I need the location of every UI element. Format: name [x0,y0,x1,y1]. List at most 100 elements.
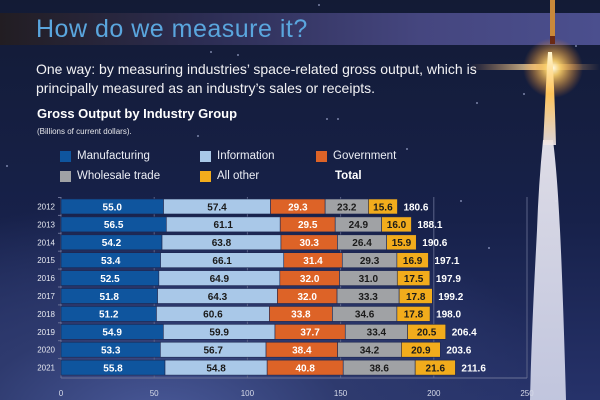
legend-swatch-wholesale-trade [60,170,71,182]
bar-value-label: 23.2 [337,202,357,213]
x-tick-label: 150 [334,389,348,398]
bar-value-label: 64.3 [208,292,228,303]
y-category-label: 2016 [37,274,55,283]
legend-label: Government [333,150,397,162]
bar-total-label: 180.6 [403,202,428,213]
rocket-exhaust-smoke [530,140,566,400]
bar-value-label: 29.3 [360,256,380,267]
y-category-label: 2013 [37,220,55,229]
bar-value-label: 32.0 [298,292,318,303]
bar-value-label: 24.9 [349,220,369,231]
legend-swatch-manufacturing [60,150,71,162]
bar-value-label: 40.8 [295,363,315,374]
bar-value-label: 17.8 [406,292,426,303]
bar-value-label: 60.6 [203,310,223,321]
chart-title: Gross Output by Industry Group [37,106,238,121]
bar-value-label: 51.2 [99,310,119,321]
bar-total-label: 206.4 [452,328,477,339]
y-category-label: 2017 [37,292,55,301]
bar-value-label: 54.9 [102,328,122,339]
bar-value-label: 33.3 [358,292,378,303]
legend-swatch-all-other [200,170,211,182]
y-category-label: 2018 [37,310,55,319]
legend-item-manufacturing: Manufacturing [60,150,150,162]
legend-label: Information [217,150,275,162]
legend-label: All other [217,170,260,182]
bar-value-label: 37.7 [300,328,320,339]
legend-item-wholesale-trade: Wholesale trade [60,170,160,182]
star-decoration [58,70,60,72]
bar-total-label: 197.9 [436,274,461,285]
bar-segment-all-other [414,359,456,376]
bar-value-label: 29.3 [288,202,308,213]
star-decoration [575,45,577,47]
rocket-nozzle [550,36,555,44]
page-title: How do we measure it? [36,15,308,43]
legend-swatch-information [200,150,211,162]
bar-total-label: 199.2 [438,292,463,303]
x-tick-label: 0 [59,389,64,398]
star-decoration [326,118,328,120]
x-tick-label: 250 [520,389,534,398]
x-tick-label: 50 [150,389,159,398]
bar-value-label: 54.2 [102,238,122,249]
star-decoration [318,4,320,6]
bar-value-label: 33.8 [291,310,311,321]
bar-value-label: 56.7 [203,346,223,357]
bar-total-label: 211.6 [461,363,486,374]
bar-value-label: 31.0 [359,274,379,285]
rocket-body [550,0,555,44]
bar-value-label: 53.3 [101,346,121,357]
bar-segment-all-other [368,198,398,215]
star-decoration [237,54,239,56]
bar-value-label: 52.5 [100,274,120,285]
rocket-flame [543,52,556,145]
star-decoration [476,102,478,104]
legend-swatch-government [316,150,327,162]
star-decoration [197,135,199,137]
bar-total-label: 203.6 [446,346,471,357]
star-decoration [337,118,339,120]
legend-total-label: Total [335,170,362,182]
bar-total-label: 197.1 [434,256,459,267]
bar-total-label: 190.6 [422,238,447,249]
bar-value-label: 55.8 [103,363,123,374]
y-category-label: 2019 [37,328,55,337]
bar-total-label: 198.0 [436,310,461,321]
bar-value-label: 15.6 [373,202,393,213]
bar-value-label: 30.3 [299,238,319,249]
bar-segment-all-other [398,288,433,304]
x-tick-label: 100 [241,389,255,398]
bar-total-label: 188.1 [417,220,442,231]
bar-value-label: 66.1 [212,256,232,267]
legend-item-government: Government [316,150,396,162]
y-category-label: 2014 [37,238,55,247]
bar-segment-all-other [386,234,417,251]
x-tick-label: 200 [427,389,441,398]
bar-value-label: 34.2 [360,346,380,357]
star-decoration [460,200,462,202]
bar-segment-all-other [396,270,431,286]
bar-value-label: 17.5 [404,274,424,285]
bar-value-label: 51.8 [100,292,120,303]
bar-value-label: 33.4 [367,328,387,339]
y-category-label: 2021 [37,364,55,373]
title-band [0,13,600,45]
bar-value-label: 21.6 [426,363,446,374]
bar-value-label: 16.0 [387,220,407,231]
bar-value-label: 34.6 [355,310,375,321]
bar-value-label: 26.4 [352,238,372,249]
legend-item-information: Information [200,150,275,162]
bar-value-label: 16.9 [403,256,423,267]
bar-segment-all-other [407,323,447,340]
bar-value-label: 17.8 [404,310,424,321]
bar-value-label: 59.9 [209,328,229,339]
legend-label: Wholesale trade [77,170,161,182]
star-decoration [6,165,8,167]
bar-value-label: 20.5 [417,328,437,339]
page-subtitle: One way: by measuring industries’ space-… [36,61,477,96]
bar-value-label: 38.6 [369,363,389,374]
bar-value-label: 38.4 [292,346,312,357]
bar-value-label: 63.8 [212,238,232,249]
